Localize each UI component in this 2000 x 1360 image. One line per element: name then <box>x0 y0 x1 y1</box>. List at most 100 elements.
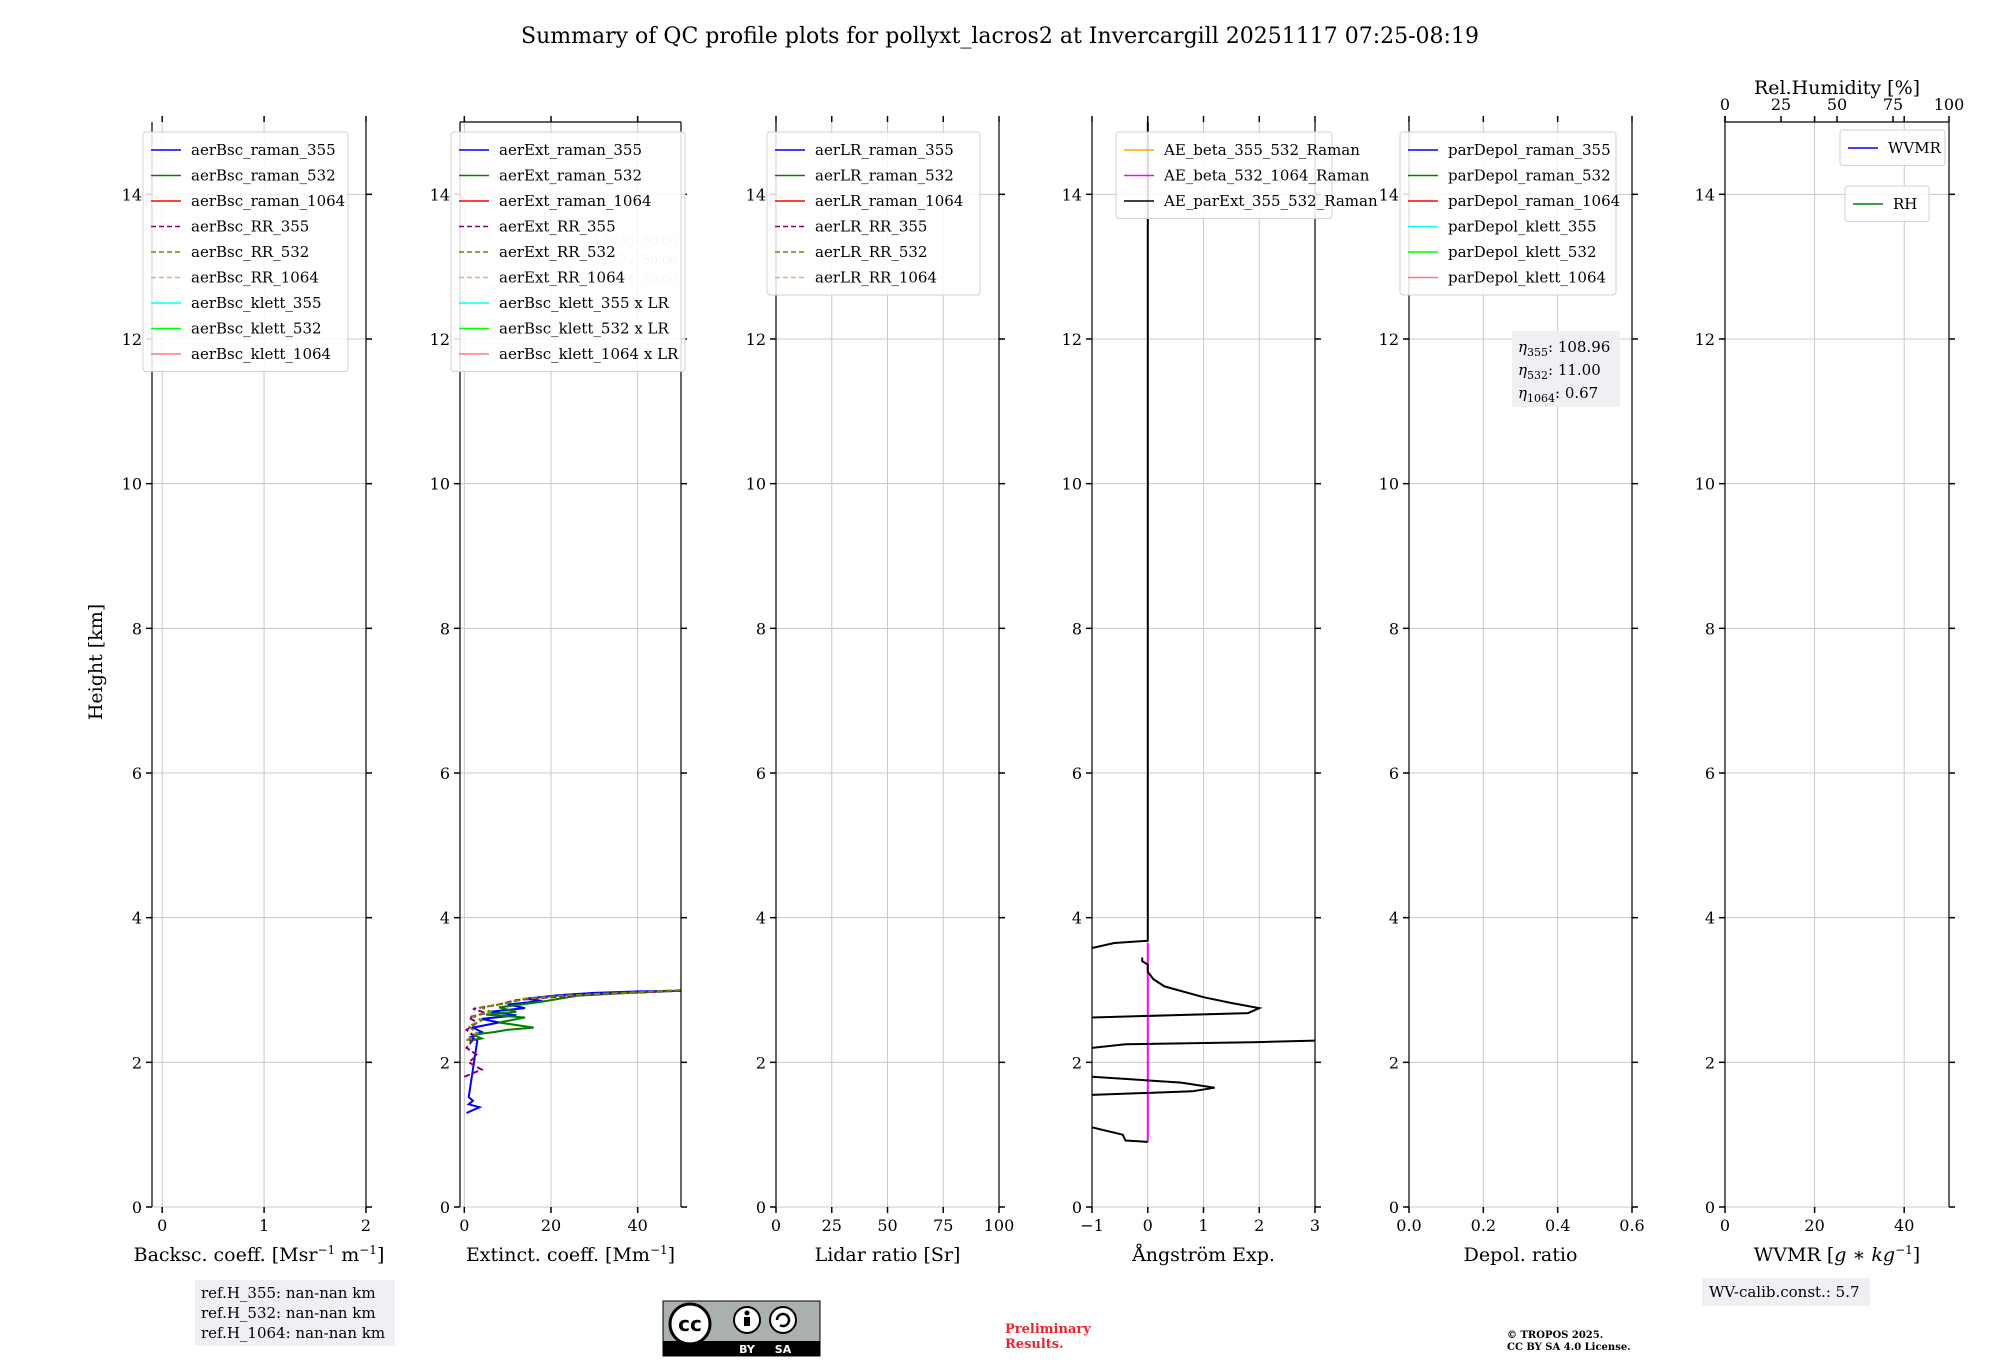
y-tick-label: 4 <box>1389 909 1399 928</box>
x-tick-label: 40 <box>1894 1216 1914 1235</box>
x-tick-label: 25 <box>822 1216 842 1235</box>
ref-h-355: ref.H_355: nan-nan km <box>201 1284 376 1302</box>
y-tick-label: 2 <box>132 1053 142 1072</box>
series-line-aerExt_RR_355 <box>463 989 681 1078</box>
legend-frame <box>766 131 981 296</box>
y-tick-label: 12 <box>122 330 142 349</box>
series-line-AE_parExt_355_532_Raman_d <box>1092 957 1263 1019</box>
x-tick-label: 3 <box>1310 1216 1320 1235</box>
y-tick-label: 12 <box>1695 330 1715 349</box>
by-text: BY <box>739 1343 756 1356</box>
legend-entry: aerExt_RR_1064 <box>499 269 625 287</box>
y-tick-label: 4 <box>756 909 766 928</box>
legend-entry: AE_beta_355_532_Raman <box>1163 141 1360 159</box>
x-tick-label: 0.6 <box>1619 1216 1644 1235</box>
y-tick-label: 6 <box>756 764 766 783</box>
x-tick-label: 0 <box>1720 1216 1730 1235</box>
eta-value: η355: 108.96 <box>1518 338 1610 359</box>
legend-entry: aerBsc_klett_532 x LR <box>499 320 670 338</box>
series-line-aerExt_RR_532 <box>465 989 681 1042</box>
y-tick-label: 0 <box>1705 1198 1715 1217</box>
y-tick-label: 0 <box>1072 1198 1082 1217</box>
legend-entry: parDepol_raman_532 <box>1448 167 1611 185</box>
top-axis-tick-label: 0 <box>1720 95 1730 114</box>
y-axis-label: Height [km] <box>85 604 107 720</box>
y-tick-label: 14 <box>122 185 142 204</box>
legend-entry: aerLR_raman_1064 <box>815 192 963 210</box>
legend-entry: parDepol_klett_355 <box>1448 218 1597 236</box>
x-tick-label: 20 <box>1804 1216 1824 1235</box>
y-tick-label: 10 <box>1062 475 1082 494</box>
legend-entry: aerExt_raman_1064 <box>499 192 652 210</box>
y-tick-label: 6 <box>132 764 142 783</box>
y-tick-label: 2 <box>440 1053 450 1072</box>
legend-frame <box>1839 129 1946 166</box>
y-tick-label: 12 <box>1379 330 1399 349</box>
series-line-AE_parExt_355_532_Raman_b <box>1092 1075 1215 1096</box>
y-tick-label: 10 <box>430 475 450 494</box>
panel-6: 0 20 40 0 2 4 6 8 10 12 14 WVMR [g ∗ kg−1] 0 25 50 75 10… <box>1695 77 1965 1266</box>
ref-height-box <box>195 1280 395 1346</box>
x-axis-label: WVMR [g ∗ kg−1] <box>1754 1243 1920 1266</box>
cc-text: cc <box>678 1312 702 1336</box>
top-axis-tick-label: 50 <box>1827 95 1847 114</box>
legend-entry: AE_beta_532_1064_Raman <box>1163 167 1370 185</box>
legend-wvmr: WVMR <box>1839 129 1946 166</box>
x-tick-label: −1 <box>1080 1216 1104 1235</box>
legend-entry: aerBsc_klett_355 x LR <box>499 294 670 312</box>
legend-entry: parDepol_raman_1064 <box>1448 192 1620 210</box>
x-tick-label: 2 <box>1254 1216 1264 1235</box>
y-tick-label: 12 <box>430 330 450 349</box>
x-tick-label: 50 <box>877 1216 897 1235</box>
y-tick-label: 2 <box>1072 1053 1082 1072</box>
x-tick-label: 0.2 <box>1471 1216 1496 1235</box>
x-tick-label: 20 <box>541 1216 561 1235</box>
legend-entry: aerBsc_RR_355 <box>191 218 309 236</box>
legend-entry: aerLR_RR_532 <box>815 243 927 261</box>
x-tick-label: 0 <box>157 1216 167 1235</box>
top-axis-tick-label: 25 <box>1771 95 1791 114</box>
legend-entry: aerBsc_klett_532 <box>191 320 322 338</box>
y-tick-label: 10 <box>1695 475 1715 494</box>
y-tick-label: 8 <box>440 619 450 638</box>
x-tick-label: 40 <box>627 1216 647 1235</box>
x-axis-label: Lidar ratio [Sr] <box>815 1244 961 1266</box>
sa-text: SA <box>775 1343 792 1356</box>
y-tick-label: 6 <box>1072 764 1082 783</box>
x-tick-label: 0.4 <box>1545 1216 1570 1235</box>
y-tick-label: 4 <box>1072 909 1082 928</box>
figure-title: Summary of QC profile plots for pollyxt_… <box>521 24 1479 49</box>
y-tick-label: 4 <box>1705 909 1715 928</box>
legend-entry: aerBsc_RR_1064 <box>191 269 319 287</box>
y-tick-label: 10 <box>1379 475 1399 494</box>
y-tick-label: 14 <box>1062 185 1082 204</box>
legend-entry: aerBsc_klett_355 <box>191 294 322 312</box>
y-tick-label: 4 <box>132 909 142 928</box>
legend-entry: aerLR_raman_355 <box>815 141 954 159</box>
legend-frame <box>1844 185 1930 222</box>
legend: parDepol_raman_355 parDepol_raman_532 parD… <box>1399 131 1620 296</box>
legend-entry: aerLR_RR_1064 <box>815 269 937 287</box>
y-tick-label: 14 <box>430 185 450 204</box>
x-tick-label: 75 <box>933 1216 953 1235</box>
y-tick-label: 12 <box>746 330 766 349</box>
legend-entry: AE_parExt_355_532_Raman <box>1163 192 1378 210</box>
x-axis-label: Extinct. coeff. [Mm−1] <box>466 1243 675 1266</box>
legend-entry: parDepol_klett_532 <box>1448 243 1597 261</box>
top-axis-tick-label: 75 <box>1883 95 1903 114</box>
legend-entry: aerLR_RR_355 <box>815 218 927 236</box>
series-line-aerExt_raman_532 <box>468 989 681 1042</box>
legend-frame <box>450 131 686 372</box>
ref-h-1064: ref.H_1064: nan-nan km <box>201 1324 385 1342</box>
top-axis-tick-label: 100 <box>1934 95 1965 114</box>
x-axis-label: Depol. ratio <box>1464 1244 1578 1266</box>
top-axis-label: Rel.Humidity [%] <box>1754 77 1920 99</box>
cc-license-badge: cc BY SA <box>662 1300 821 1357</box>
x-axis-label: Ångström Exp. <box>1131 1244 1275 1266</box>
panel-3: 0 25 50 75 100 0 2 4 6 8 10 12 14 Lidar ratio [Sr] aer… <box>746 116 1014 1266</box>
y-tick-label: 14 <box>746 185 766 204</box>
